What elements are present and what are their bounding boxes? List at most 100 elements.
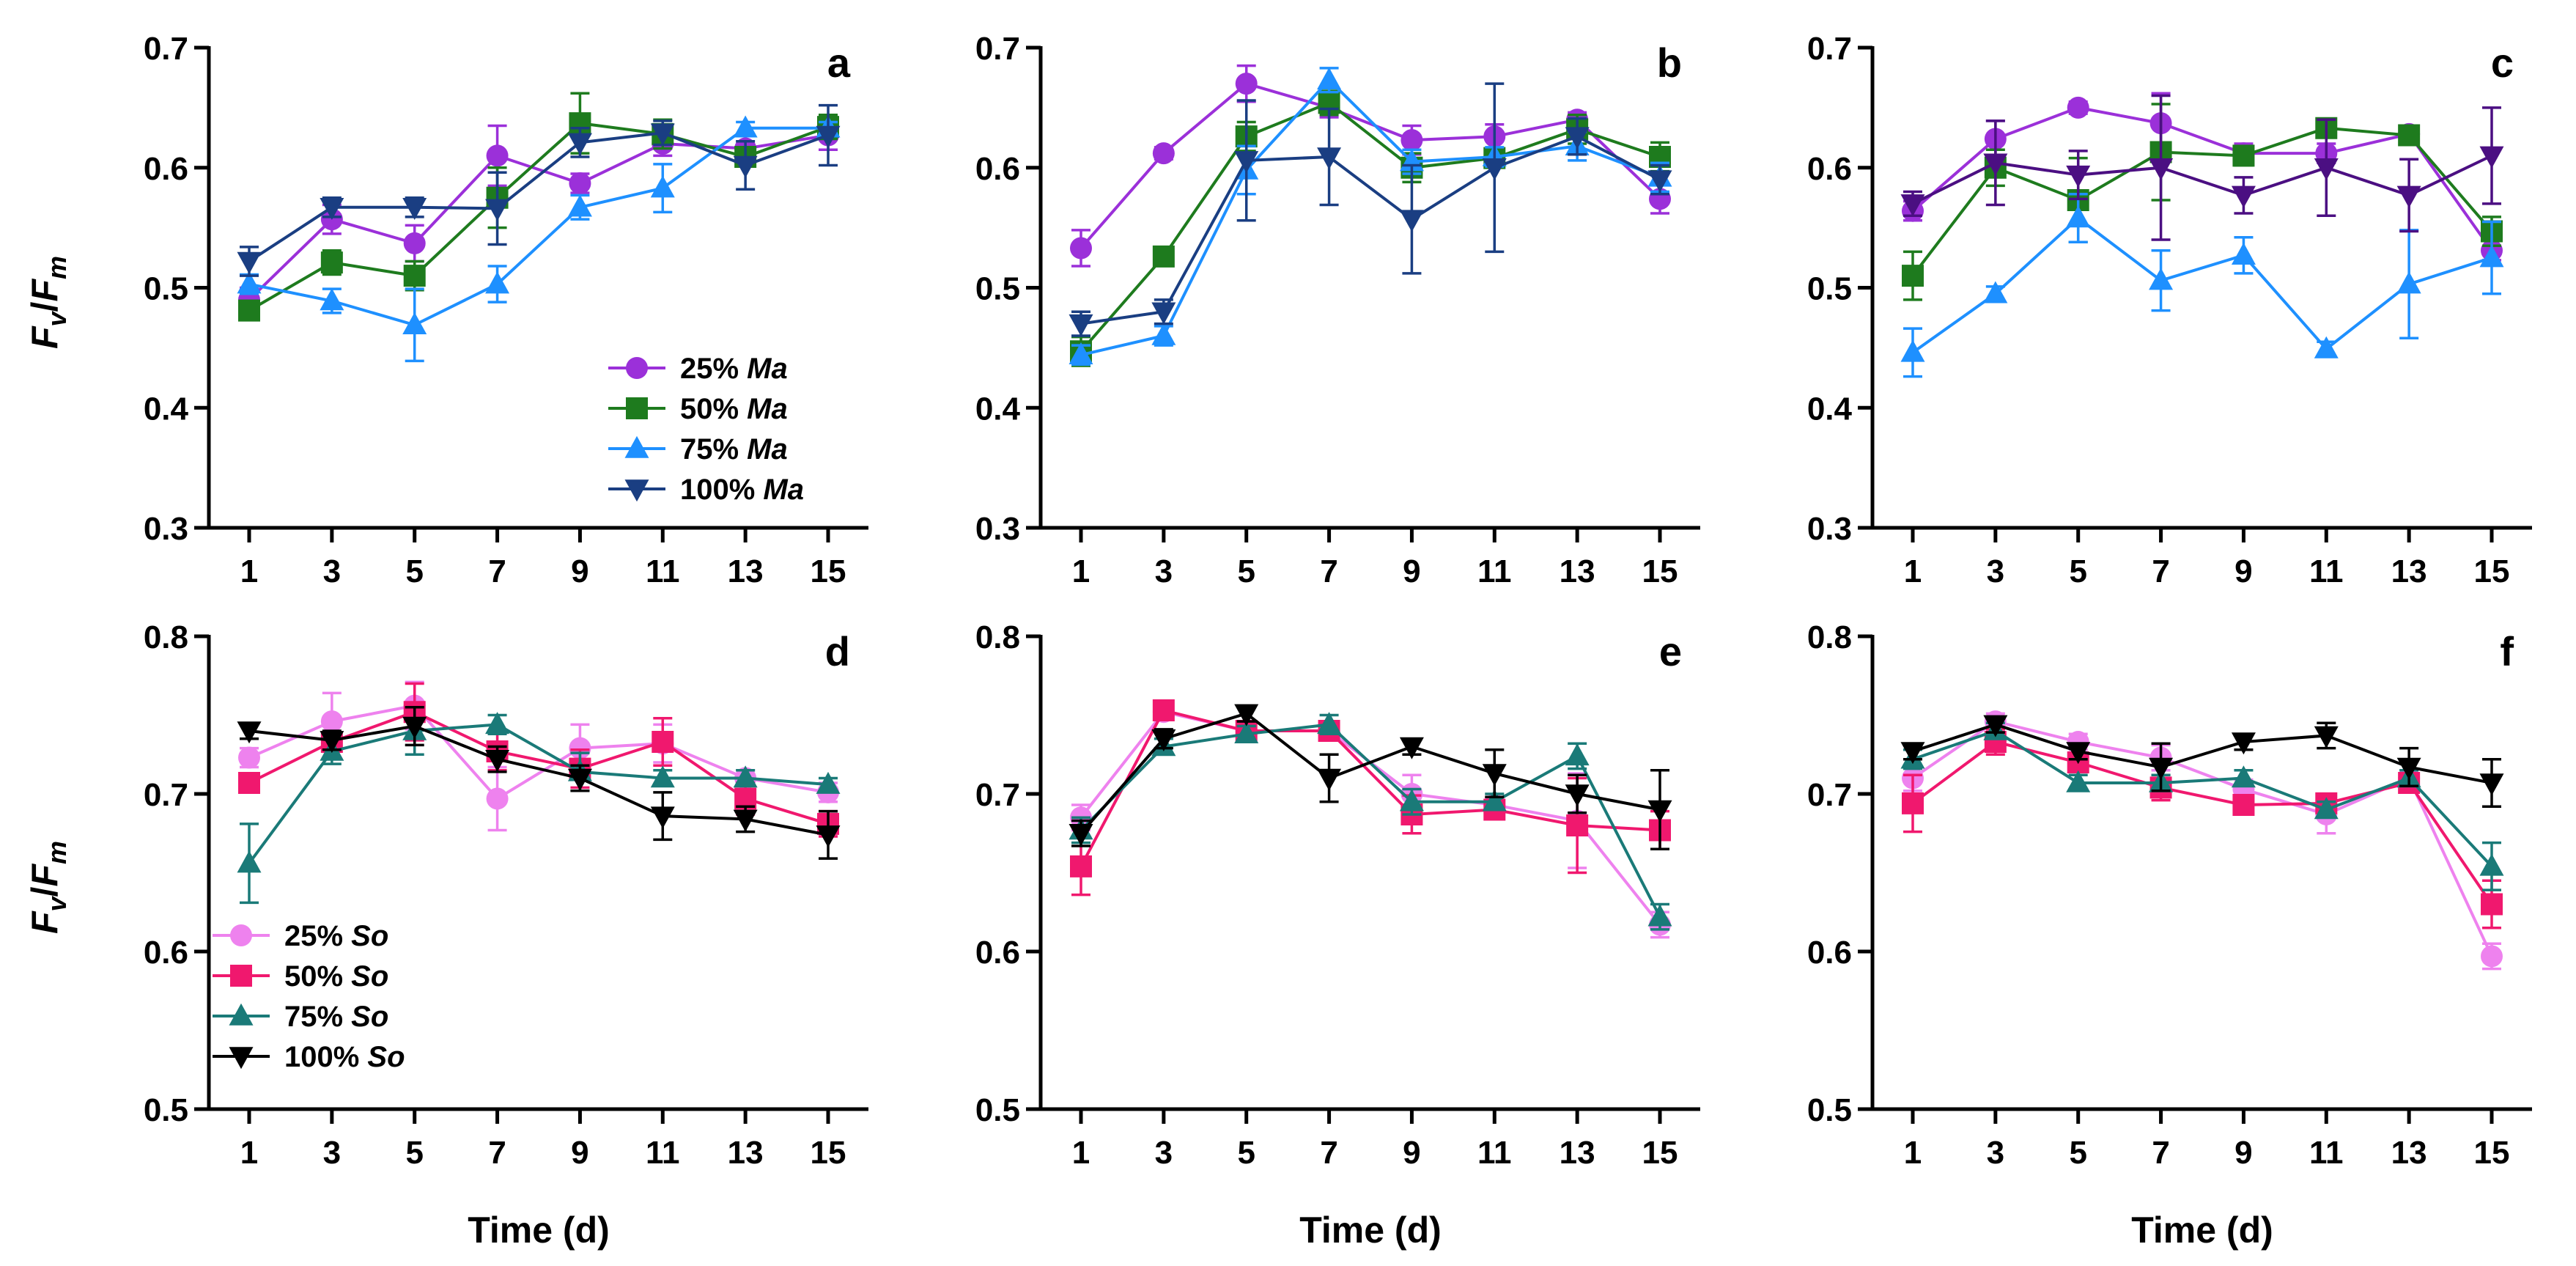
x-axis-title: Time (d): [468, 1210, 610, 1251]
series-line: [248, 122, 829, 312]
data-point: [733, 155, 758, 178]
y-axis-title-bottom: Fv/Fm: [24, 841, 72, 934]
data-point: [2398, 124, 2421, 147]
data-point: [2314, 726, 2339, 748]
data-point: [2479, 773, 2504, 796]
legend-marker: [229, 1047, 254, 1070]
x-tick-label: 1: [1904, 553, 1922, 589]
y-tick-label: 0.6: [144, 935, 188, 971]
data-point: [1400, 129, 1423, 152]
series-line: [1080, 101, 1661, 353]
series-line: [248, 126, 828, 327]
data-point: [1902, 792, 1924, 814]
data-point: [2481, 893, 2503, 916]
data-point: [402, 198, 427, 221]
y-tick-label: 0.6: [975, 151, 1020, 187]
data-point: [486, 144, 509, 167]
data-point: [2396, 271, 2421, 294]
legend-marker: [626, 397, 648, 419]
data-point: [569, 172, 591, 195]
legend-marker: [626, 357, 648, 379]
data-point: [1235, 73, 1258, 95]
data-point: [1069, 314, 1093, 336]
series-75-ma: [237, 115, 841, 363]
data-point: [2067, 96, 2089, 119]
data-point: [2066, 205, 2091, 228]
x-tick-label: 11: [2309, 553, 2344, 589]
legend-label: 75% So: [284, 1001, 388, 1033]
data-point: [2231, 765, 2256, 788]
data-point: [402, 716, 427, 739]
series-50-so: [1902, 728, 2503, 930]
data-point: [237, 721, 262, 744]
data-point: [1151, 729, 1176, 751]
x-tick-label: 1: [1072, 553, 1090, 589]
y-tick-label: 0.4: [144, 391, 189, 427]
data-point: [485, 749, 510, 772]
y-tick-label: 0.8: [144, 619, 188, 655]
x-tick-label: 1: [1904, 1135, 1922, 1171]
series-line: [1080, 708, 1661, 867]
data-point: [1069, 342, 1093, 364]
legend-so: 25% So 50% So 75% So 100% So: [213, 920, 405, 1073]
x-tick-label: 15: [2474, 1135, 2510, 1171]
x-tick-label: 15: [811, 1135, 846, 1171]
data-point: [567, 194, 592, 217]
panel-e: 0.50.60.70.81 3 5 7 9 11 13 15e: [975, 619, 1700, 1171]
x-tick-label: 13: [2391, 553, 2427, 589]
data-point: [1482, 158, 1507, 180]
data-point: [485, 199, 510, 221]
x-tick-label: 7: [2152, 1135, 2169, 1171]
y-tick-label: 0.5: [1807, 1092, 1852, 1128]
series-100-so: [237, 706, 841, 860]
data-point: [1152, 142, 1175, 165]
x-tick-label: 7: [488, 1135, 506, 1171]
y-tick-label: 0.7: [1807, 31, 1852, 67]
data-point: [237, 271, 262, 294]
x-tick-label: 15: [2474, 553, 2510, 589]
series-line: [1911, 106, 2493, 251]
x-tick-label: 5: [1237, 553, 1255, 589]
data-point: [1900, 339, 1925, 362]
x-tick-label: 7: [1320, 1135, 1337, 1171]
y-tick-label: 0.5: [144, 1092, 188, 1128]
data-point: [1565, 784, 1590, 807]
legend-marker: [230, 924, 252, 946]
y-tick-label: 0.4: [975, 391, 1021, 427]
data-point: [2231, 185, 2256, 208]
y-tick-label: 0.8: [1807, 619, 1852, 655]
data-point: [733, 809, 758, 832]
x-tick-label: 3: [1987, 553, 2004, 589]
data-point: [650, 806, 675, 829]
legend-marker: [229, 1003, 254, 1026]
panel-d: 0.50.60.70.81 3 5 7 9 11 13 15d: [144, 619, 868, 1171]
x-tick-label: 11: [2309, 1135, 2344, 1171]
data-point: [1070, 237, 1092, 260]
data-point: [2481, 945, 2503, 968]
x-tick-label: 13: [1560, 553, 1595, 589]
data-point: [567, 768, 592, 791]
data-point: [2149, 158, 2174, 180]
y-tick-label: 0.3: [1807, 511, 1852, 547]
x-tick-label: 5: [2069, 553, 2086, 589]
x-tick-label: 13: [2391, 1135, 2427, 1171]
data-point: [2066, 770, 2091, 792]
data-point: [2396, 185, 2421, 208]
y-tick-label: 0.5: [975, 1092, 1020, 1128]
data-point: [816, 825, 841, 848]
x-tick-label: 5: [1237, 1135, 1255, 1171]
legend-label: 25% So: [284, 920, 388, 952]
data-point: [1317, 768, 1342, 791]
y-tick-label: 0.8: [975, 619, 1020, 655]
data-point: [567, 133, 592, 155]
x-tick-label: 9: [1403, 1135, 1420, 1171]
data-point: [1399, 789, 1424, 812]
x-axis-title: Time (d): [1299, 1210, 1442, 1251]
y-tick-label: 0.5: [1807, 271, 1852, 307]
data-point: [1234, 704, 1259, 726]
y-tick-label: 0.7: [144, 777, 188, 813]
data-point: [1565, 743, 1590, 766]
data-point: [320, 731, 344, 754]
x-tick-label: 7: [2152, 553, 2169, 589]
data-point: [2232, 144, 2255, 167]
